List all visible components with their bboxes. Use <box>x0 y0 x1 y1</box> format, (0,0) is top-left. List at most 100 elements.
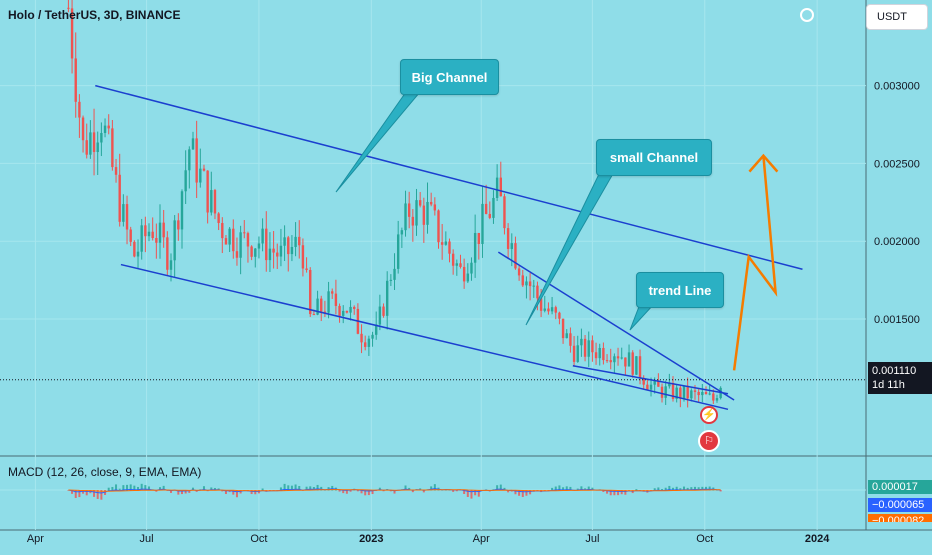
candle <box>217 213 220 224</box>
candle <box>646 384 649 390</box>
macd-bar <box>624 490 627 495</box>
candle <box>169 260 173 270</box>
candle <box>514 243 517 269</box>
candle <box>287 237 290 255</box>
macd-bar <box>180 490 183 495</box>
candle <box>539 298 543 311</box>
candle <box>591 340 594 353</box>
candle <box>528 281 532 287</box>
candle <box>653 380 656 385</box>
projection-arrowhead <box>748 153 779 173</box>
macd-bar <box>411 490 414 493</box>
candle <box>206 170 209 213</box>
candle <box>184 170 187 192</box>
macd-bar <box>606 490 609 494</box>
candle <box>342 310 345 316</box>
candle <box>367 338 371 347</box>
macd-bar <box>272 490 275 491</box>
drawing-big-channel-upper <box>95 84 803 270</box>
candle <box>133 241 136 257</box>
candle <box>158 222 162 243</box>
macd-bar <box>254 490 257 495</box>
candle <box>272 248 275 253</box>
candle <box>690 390 693 399</box>
candle <box>375 324 378 335</box>
currency-button[interactable]: USDT <box>866 4 928 30</box>
candle <box>418 200 422 206</box>
macd-bar <box>305 486 308 491</box>
candle <box>140 225 143 252</box>
candle <box>155 238 158 243</box>
candle <box>576 345 579 362</box>
candle <box>345 310 349 313</box>
macd-histogram-tag: 0.000017 <box>868 480 932 494</box>
macd-bar <box>100 490 103 500</box>
candle <box>466 273 470 282</box>
candle <box>195 138 198 183</box>
macd-bar <box>514 490 517 495</box>
candle <box>74 58 77 102</box>
candle <box>261 228 264 244</box>
candle <box>199 168 202 183</box>
candle <box>92 132 96 153</box>
macd-bar <box>118 488 121 491</box>
candle <box>254 248 257 257</box>
y-tick-label: 0.003000 <box>874 81 920 93</box>
candle <box>510 243 513 249</box>
macd-bar <box>620 490 623 495</box>
x-tick-label: Oct <box>250 533 267 545</box>
gear-icon[interactable] <box>800 8 814 22</box>
candle <box>470 262 473 274</box>
candle <box>353 306 356 309</box>
macd-bar <box>690 487 693 491</box>
candle <box>89 132 92 155</box>
macd-bar <box>496 485 499 491</box>
macd-bar <box>433 484 436 491</box>
candle <box>312 314 316 316</box>
candle <box>675 387 678 399</box>
candle <box>246 233 250 247</box>
macd-bar <box>345 490 348 494</box>
macd-bar <box>708 486 711 491</box>
candle <box>173 220 176 261</box>
candle <box>668 382 671 387</box>
candle <box>701 392 704 396</box>
macd-bar <box>261 488 264 491</box>
macd-bar <box>144 485 147 491</box>
macd-bar <box>283 483 286 491</box>
macd-bar <box>609 490 612 496</box>
candle <box>616 356 620 359</box>
y-tick-label: 0.001500 <box>874 314 920 326</box>
candle <box>638 356 642 378</box>
candle <box>561 318 565 339</box>
macd-bar <box>107 487 110 491</box>
candle <box>613 356 616 363</box>
big-channel-callout: Big Channel <box>400 59 499 95</box>
bar-countdown: 1d 11h <box>872 379 905 391</box>
candle <box>78 101 81 118</box>
candle <box>125 204 129 230</box>
candle <box>495 177 499 198</box>
macd-bar <box>452 490 455 492</box>
candle <box>558 312 561 319</box>
macd-label: MACD (12, 26, close, 9, EMA, EMA) <box>8 465 202 479</box>
us-flag-icon[interactable]: ⚐ <box>698 430 720 452</box>
macd-bar <box>430 486 433 491</box>
x-tick-label: Apr <box>27 533 44 545</box>
macd-bar <box>683 486 686 491</box>
lightning-icon[interactable]: ⚡ <box>700 406 718 424</box>
macd-bar <box>122 485 125 491</box>
candle <box>239 232 242 258</box>
candle <box>517 268 521 276</box>
candle <box>569 333 572 346</box>
candle <box>679 387 682 399</box>
macd-line <box>68 488 721 494</box>
candle <box>580 338 583 346</box>
candle <box>627 352 631 367</box>
candle <box>686 385 689 399</box>
candle <box>309 269 312 315</box>
macd-bar <box>126 484 129 491</box>
macd-bar <box>316 484 319 491</box>
macd-bar <box>672 487 675 491</box>
